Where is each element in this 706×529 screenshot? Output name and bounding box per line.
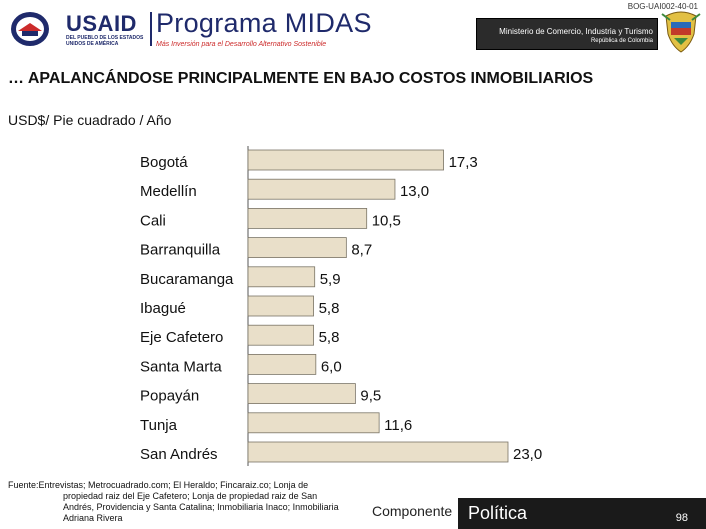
category-label: Barranquilla [140,242,221,259]
program-subtitle: Más Inversión para el Desarrollo Alterna… [156,41,327,48]
page-number: 98 [675,512,688,524]
bar [247,324,314,346]
source-line: Adriana Rivera [63,513,123,523]
footer-section-label: Política [468,503,528,523]
ministry-country: República de Colombia [590,38,653,44]
value-label: 8,7 [351,242,372,259]
ministry-banner: Ministerio de Comercio, Industria y Turi… [476,18,658,50]
value-label: 23,0 [513,446,542,463]
category-label: Medellín [140,183,197,200]
bar-chart: Bogotá 17,3 Medellín 13,0 Cali 10,5 Barranquil… [140,146,542,466]
bar [247,441,509,463]
usaid-logo: USAID DEL PUEBLO DE LOS ESTADOS UNIDOS D… [8,9,156,49]
category-label: Ibagué [140,300,186,317]
category-label: Popayán [140,388,199,405]
coat-of-arms-icon [661,11,701,53]
category-label: Cali [140,212,166,229]
footer-tab-section[interactable]: Política 98 [458,498,706,529]
category-label: San Andrés [140,446,218,463]
source-line: Andrés, Providencia y Santa Catalina; In… [63,502,339,512]
source-note: Fuente:Entrevistas; Metrocuadrado.com; E… [8,480,370,524]
bar [247,178,396,200]
value-label: 6,0 [321,358,342,375]
usaid-seal-icon [11,12,49,46]
footer-tab-component[interactable]: Componente [366,498,456,529]
program-title: Programa MIDAS [156,8,372,38]
logo-divider [150,12,152,46]
category-label: Bogotá [140,154,188,171]
bar [247,295,314,317]
footer-tab-label: Componente [372,503,453,519]
source-line: Fuente:Entrevistas; Metrocuadrado.com; E… [8,480,309,490]
bar [247,412,380,434]
category-label: Bucaramanga [140,271,234,288]
bar [247,149,444,171]
ministry-name: Ministerio de Comercio, Industria y Turi… [499,27,653,36]
value-label: 13,0 [400,183,429,200]
bar [247,383,356,405]
source-line: propiedad raiz del Eje Cafetero; Lonja d… [63,491,318,501]
usaid-tagline: DEL PUEBLO DE LOS ESTADOS UNIDOS DE AMÉR… [66,35,144,47]
bar [247,353,317,375]
value-label: 9,5 [360,388,381,405]
slide-title: … APALANCÁNDOSE PRINCIPALMENTE EN BAJO C… [8,70,594,87]
value-label: 5,9 [320,271,341,288]
value-label: 17,3 [449,154,478,171]
value-label: 5,8 [319,300,340,317]
bar [247,208,368,229]
category-label: Santa Marta [140,358,222,375]
document-code: BOG-UAI002-40-01 [627,2,698,11]
value-label: 11,6 [384,417,412,434]
usaid-wordmark: USAID [66,11,137,36]
value-label: 5,8 [319,329,340,346]
category-label: Eje Cafetero [140,329,223,346]
chart-unit-label: USD$/ Pie cuadrado / Año [8,112,172,128]
bar [247,237,347,258]
category-label: Tunja [140,417,178,434]
value-label: 10,5 [372,212,401,229]
bar [247,266,316,288]
